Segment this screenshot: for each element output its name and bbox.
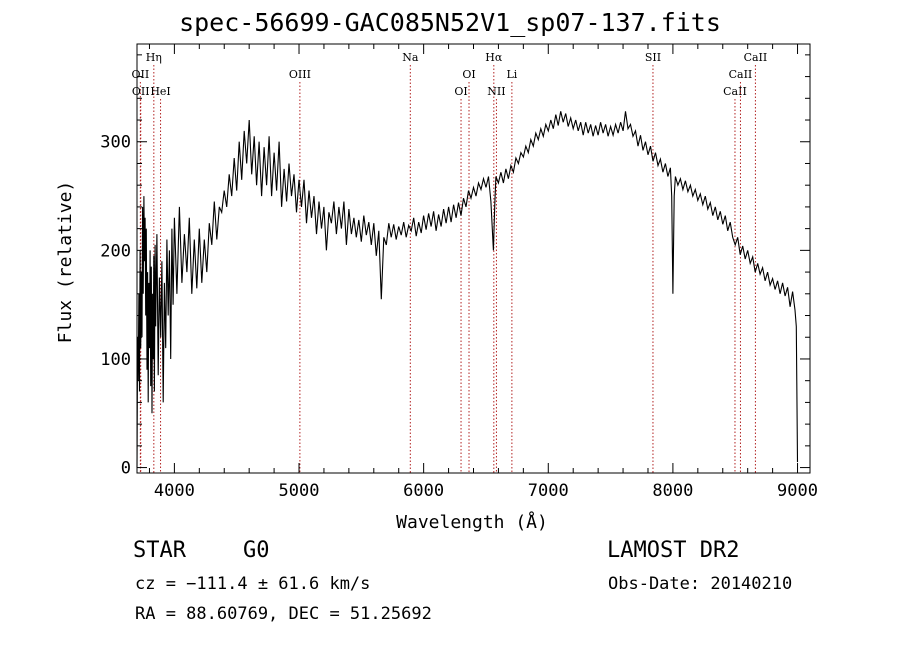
object-subclass: G0 xyxy=(243,538,270,563)
y-tick-label: 300 xyxy=(100,133,131,153)
chart-title: spec-56699-GAC085N52V1_sp07-137.fits xyxy=(179,8,721,37)
y-tick-label: 100 xyxy=(100,350,131,370)
plot-frame xyxy=(136,43,811,474)
line-marker-label: OI xyxy=(454,85,467,98)
line-marker-label: OIII xyxy=(289,68,311,81)
x-tick-label: 7000 xyxy=(528,481,569,501)
line-marker-label: NII xyxy=(487,85,505,98)
line-marker-label: SII xyxy=(645,51,661,64)
line-marker-label: Na xyxy=(402,51,419,64)
y-tick-label: 0 xyxy=(121,459,131,479)
spectrum-line xyxy=(136,111,799,468)
object-class: STAR xyxy=(133,538,186,563)
redshift-velocity: cz = −111.4 ± 61.6 km/s xyxy=(135,574,371,594)
y-tick-label: 200 xyxy=(100,241,131,261)
x-tick-label: 9000 xyxy=(777,481,818,501)
x-tick-label: 5000 xyxy=(279,481,320,501)
x-tick-label: 4000 xyxy=(154,481,195,501)
line-marker-label: CaII xyxy=(723,85,747,98)
axis-ticks: 4000 5000 6000 7000 8000 9000 0 100 200 300 xyxy=(100,44,818,501)
coordinates: RA = 88.60769, DEC = 51.25692 xyxy=(135,604,432,624)
line-marker-label: Li xyxy=(506,68,517,81)
line-marker-label: OI xyxy=(462,68,475,81)
line-marker-label: OII xyxy=(132,68,150,81)
survey-name: LAMOST DR2 xyxy=(607,538,740,563)
x-tick-label: 8000 xyxy=(652,481,693,501)
x-axis-label: Wavelength (Å) xyxy=(396,511,548,533)
line-marker-label: Hα xyxy=(485,51,503,64)
y-axis-label: Flux (relative) xyxy=(55,181,76,344)
line-marker-label: CaII xyxy=(744,51,768,64)
x-tick-label: 6000 xyxy=(403,481,444,501)
line-marker-label: OII xyxy=(132,85,150,98)
line-marker-label: Hη xyxy=(146,51,162,64)
observation-date: Obs-Date: 20140210 xyxy=(608,574,793,594)
line-marker-label: CaII xyxy=(729,68,753,81)
line-marker-label: HeI xyxy=(150,85,170,98)
